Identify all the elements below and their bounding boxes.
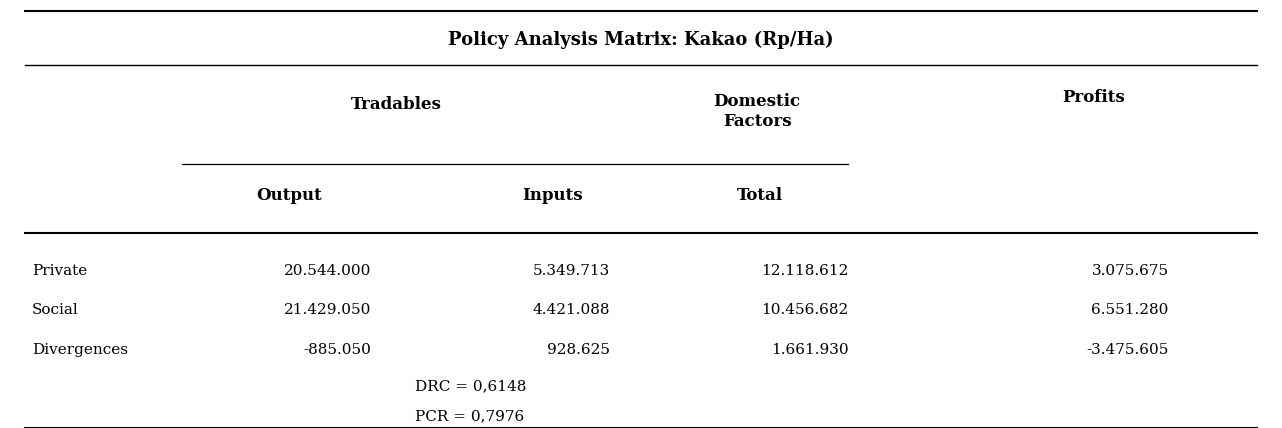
Text: Inputs: Inputs: [523, 187, 583, 204]
Text: Output: Output: [256, 187, 322, 204]
Text: 12.118.612: 12.118.612: [762, 264, 849, 278]
Text: -885.050: -885.050: [303, 343, 370, 357]
Text: Private: Private: [32, 264, 87, 278]
Text: 3.075.675: 3.075.675: [1091, 264, 1169, 278]
Text: Policy Analysis Matrix: Kakao (Rp/Ha): Policy Analysis Matrix: Kakao (Rp/Ha): [449, 31, 833, 49]
Text: Social: Social: [32, 303, 78, 318]
Text: 20.544.000: 20.544.000: [283, 264, 370, 278]
Text: Divergences: Divergences: [32, 343, 128, 357]
Text: 928.625: 928.625: [546, 343, 610, 357]
Text: Domestic
Factors: Domestic Factors: [714, 93, 801, 130]
Text: PCR = 0,7976: PCR = 0,7976: [415, 409, 524, 423]
Text: Profits: Profits: [1061, 89, 1124, 106]
Text: 6.551.280: 6.551.280: [1091, 303, 1169, 318]
Text: 21.429.050: 21.429.050: [283, 303, 370, 318]
Text: DRC = 0,6148: DRC = 0,6148: [415, 379, 526, 393]
Text: 1.661.930: 1.661.930: [770, 343, 849, 357]
Text: 5.349.713: 5.349.713: [532, 264, 610, 278]
Text: Total: Total: [737, 187, 783, 204]
Text: Tradables: Tradables: [350, 96, 441, 113]
Text: 10.456.682: 10.456.682: [762, 303, 849, 318]
Text: -3.475.605: -3.475.605: [1086, 343, 1169, 357]
Text: 4.421.088: 4.421.088: [532, 303, 610, 318]
